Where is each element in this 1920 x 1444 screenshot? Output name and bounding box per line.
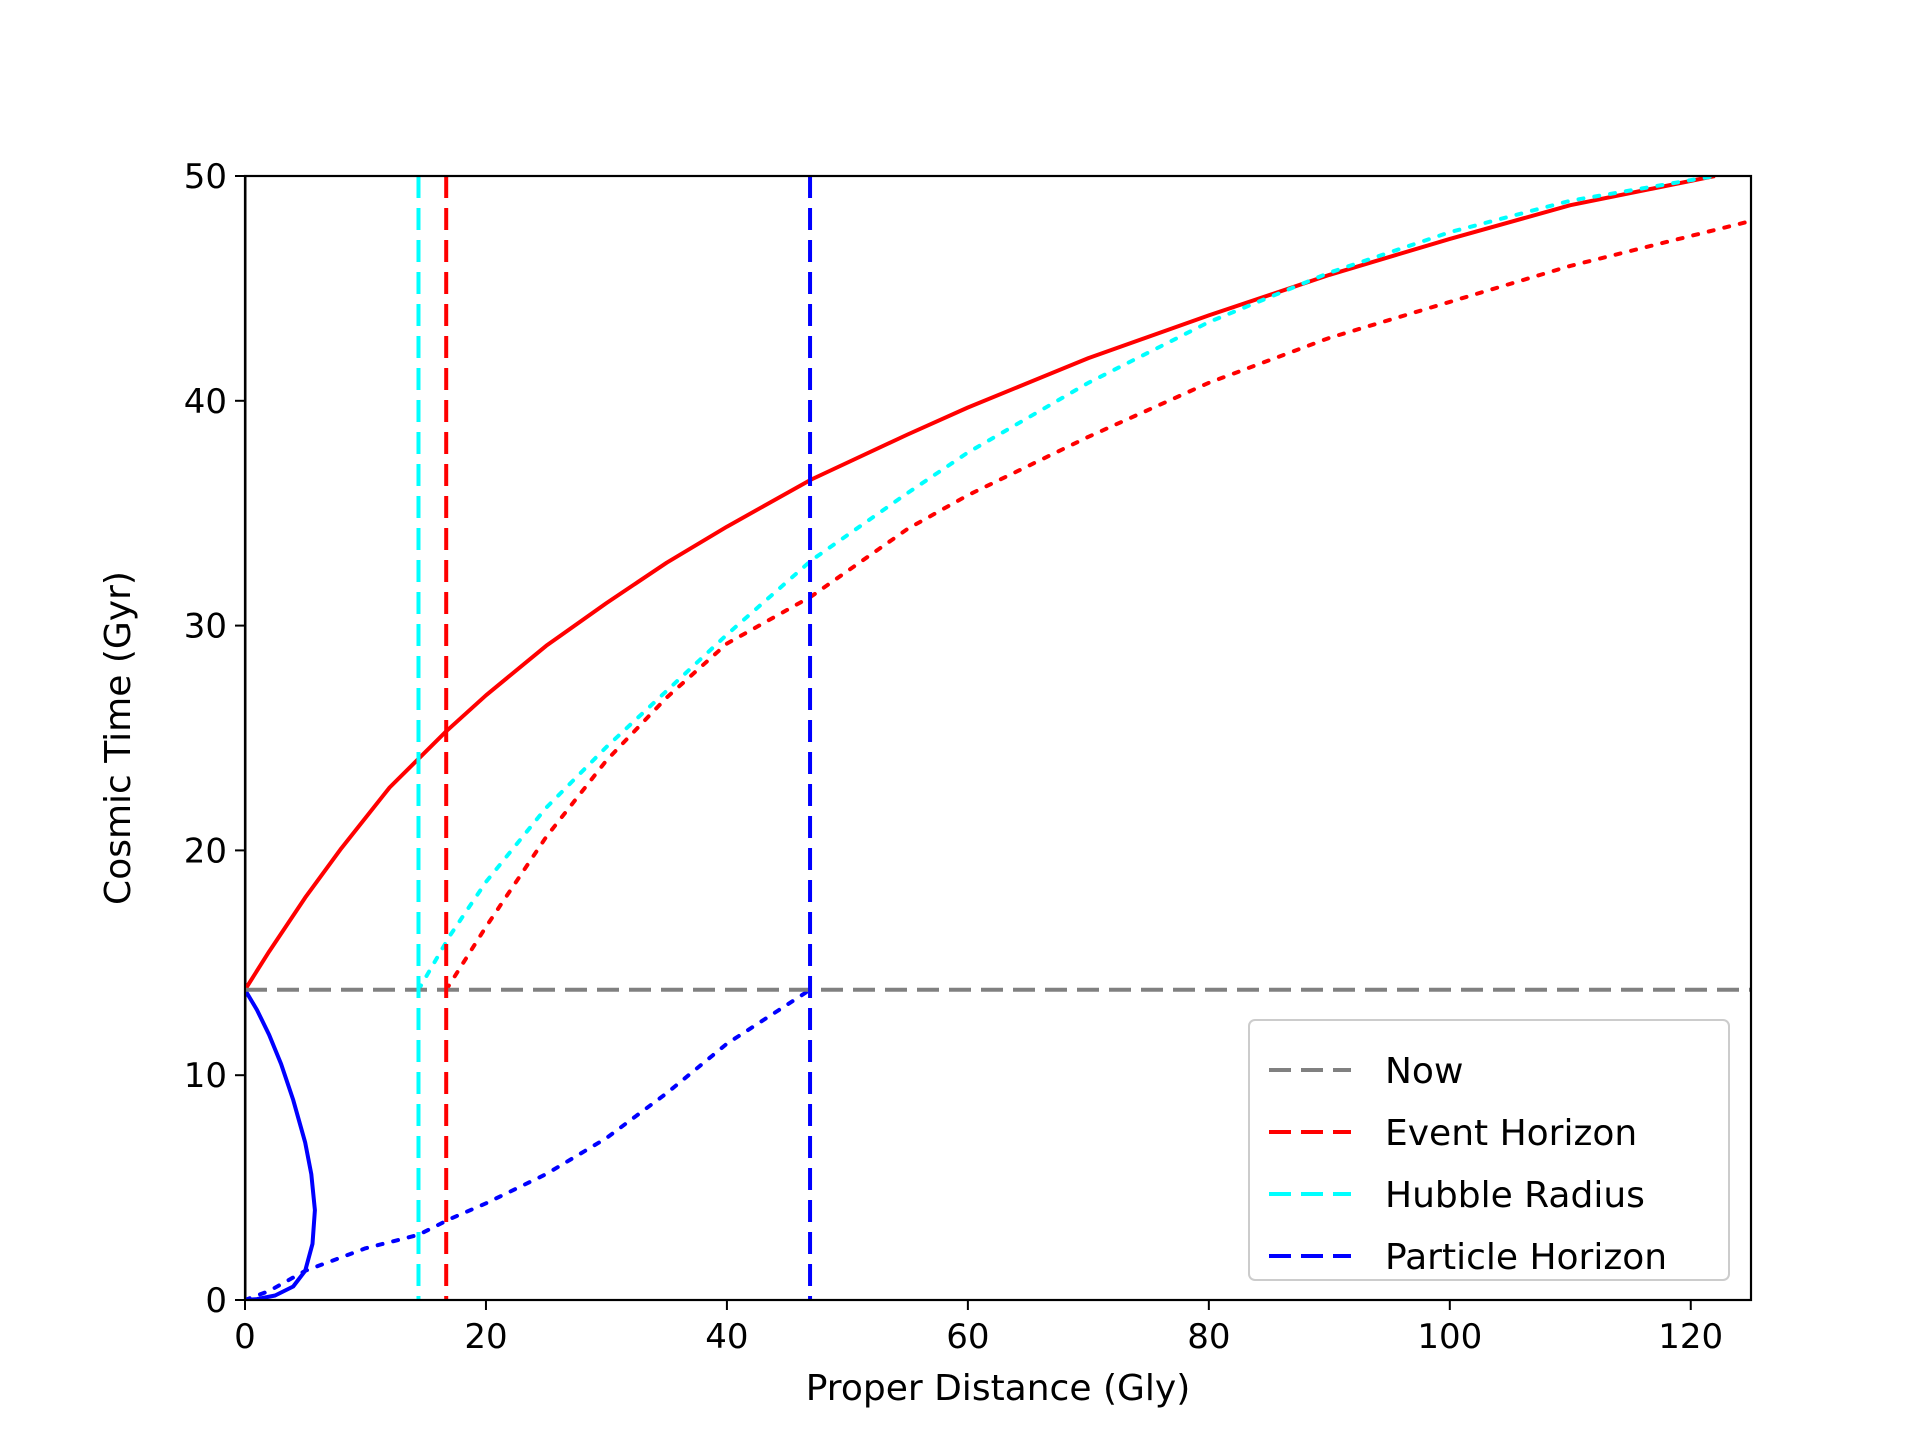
x-axis-label: Proper Distance (Gly)	[806, 1368, 1191, 1409]
y-tick-label: 30	[184, 607, 227, 647]
plot-area-frame	[243, 174, 1753, 1302]
x-tick-label: 100	[1417, 1317, 1482, 1357]
y-tick-label: 10	[184, 1056, 227, 1096]
y-tick-label: 50	[184, 157, 227, 197]
y-tick-label: 40	[184, 382, 227, 422]
legend: Now Event Horizon Hubble Radius Particle Ho…	[1248, 1019, 1730, 1281]
y-tick-label: 20	[184, 831, 227, 871]
x-tick-label: 60	[946, 1317, 989, 1357]
y-axis-label: Cosmic Time (Gyr)	[98, 571, 139, 905]
legend-label: Now	[1385, 1051, 1463, 1092]
legend-box	[1248, 1019, 1730, 1281]
series-line-4	[245, 987, 813, 1300]
series-line-2	[416, 176, 1717, 992]
x-tick-label: 0	[234, 1317, 256, 1357]
legend-label: Hubble Radius	[1385, 1175, 1645, 1216]
series-line-3	[444, 219, 1751, 992]
y-tick-label: 0	[205, 1281, 227, 1321]
x-tick-label: 20	[464, 1317, 507, 1357]
x-tick-label: 40	[705, 1317, 748, 1357]
legend-label: Particle Horizon	[1385, 1237, 1667, 1278]
series-line-5	[245, 988, 317, 1300]
x-tick-label: 80	[1187, 1317, 1230, 1357]
legend-label: Event Horizon	[1385, 1113, 1637, 1154]
x-tick-label: 120	[1658, 1317, 1723, 1357]
